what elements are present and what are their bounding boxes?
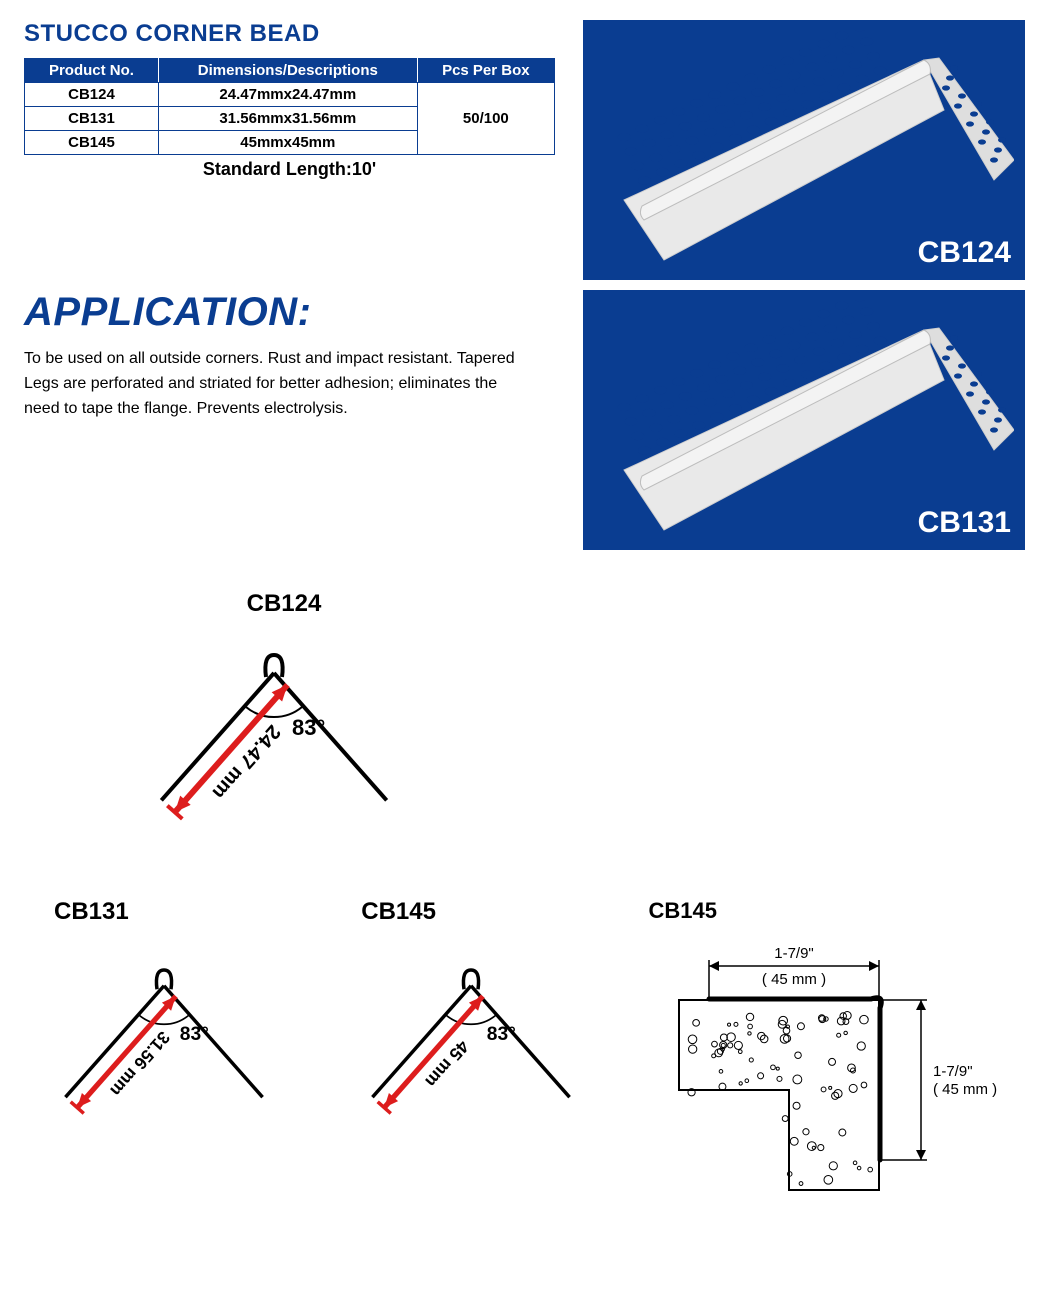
application-text: To be used on all outside corners. Rust … — [24, 347, 534, 421]
cell-product-no: CB124 — [25, 83, 159, 107]
top-row: STUCCO CORNER BEAD Product No. Dimension… — [24, 20, 1025, 550]
cell-dimensions: 45mmx45mm — [158, 131, 417, 155]
cell-product-no: CB145 — [25, 131, 159, 155]
cell-dimensions: 24.47mmx24.47mm — [158, 83, 417, 107]
svg-text:83°: 83° — [292, 715, 325, 740]
col-pcs: Pcs Per Box — [417, 59, 554, 83]
diagram-row-2: CB131 83°31.56 mm CB145 83° 45 mm CB145 1… — [24, 898, 1025, 1210]
cell-product-no: CB131 — [25, 107, 159, 131]
svg-text:83°: 83° — [487, 1024, 516, 1045]
svg-text:( 45 mm ): ( 45 mm ) — [761, 971, 825, 988]
col-product-no: Product No. — [25, 59, 159, 83]
col-dimensions: Dimensions/Descriptions — [158, 59, 417, 83]
diagram-title: CB145 — [331, 898, 628, 926]
photo-label: CB131 — [918, 506, 1011, 540]
right-column: CB124 CB131 — [583, 20, 1025, 550]
application-heading: APPLICATION: — [24, 290, 555, 335]
left-column: STUCCO CORNER BEAD Product No. Dimension… — [24, 20, 555, 550]
table-row: CB124 24.47mmx24.47mm 50/100 — [25, 83, 555, 107]
diagram-row-1: CB124 83°24.47 mm — [24, 590, 1025, 868]
svg-text:45 mm: 45 mm — [422, 1037, 474, 1092]
svg-text:83°: 83° — [180, 1024, 209, 1045]
section-diagram-cb145: 1-7/9"( 45 mm )1-7/9"( 45 mm ) — [639, 930, 999, 1210]
table-header-row: Product No. Dimensions/Descriptions Pcs … — [25, 59, 555, 83]
bead-photo-svg — [594, 300, 1014, 540]
diagram-cell: CB131 83°31.56 mm — [24, 898, 321, 1162]
page-title: STUCCO CORNER BEAD — [24, 20, 555, 48]
diagrams-area: CB124 83°24.47 mm CB131 83°31.56 mm CB14… — [24, 590, 1025, 1210]
photo-card-cb124: CB124 — [583, 20, 1025, 280]
bead-photo-svg — [594, 30, 1014, 270]
diagram-title: CB131 — [24, 898, 321, 926]
angle-diagram-cb124: 83°24.47 mm — [114, 618, 434, 868]
section-title: CB145 — [639, 898, 1025, 924]
photo-label: CB124 — [918, 236, 1011, 270]
photo-card-cb131: CB131 — [583, 290, 1025, 550]
cell-pcs: 50/100 — [417, 83, 554, 155]
cell-dimensions: 31.56mmx31.56mm — [158, 107, 417, 131]
svg-text:1-7/9": 1-7/9" — [933, 1063, 973, 1080]
standard-length: Standard Length:10' — [24, 159, 555, 180]
svg-text:1-7/9": 1-7/9" — [774, 945, 814, 962]
section-cell: CB145 1-7/9"( 45 mm )1-7/9"( 45 mm ) — [639, 898, 1025, 1210]
spec-table: Product No. Dimensions/Descriptions Pcs … — [24, 58, 555, 155]
svg-text:( 45 mm ): ( 45 mm ) — [933, 1081, 997, 1098]
diagram-title: CB124 — [114, 590, 454, 618]
diagram-cell: CB145 83° 45 mm — [331, 898, 628, 1162]
angle-diagram-cb145: 83° 45 mm — [331, 932, 611, 1162]
angle-diagram-cb131: 83°31.56 mm — [24, 932, 304, 1162]
